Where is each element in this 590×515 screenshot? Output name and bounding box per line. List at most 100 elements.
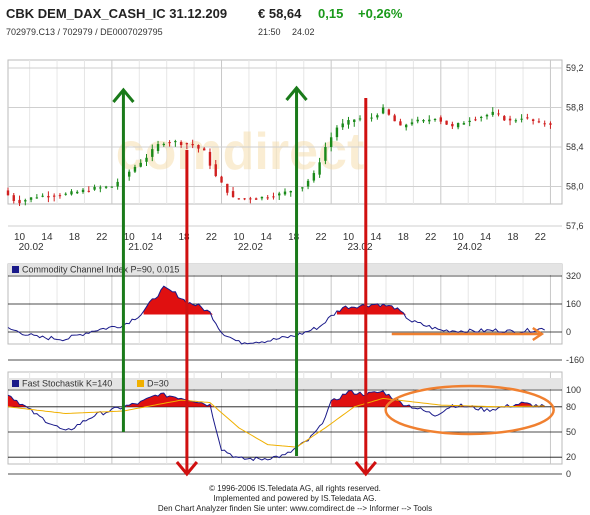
x-hour-tick-label: 18 xyxy=(507,232,519,243)
candle-body xyxy=(353,119,356,122)
candle-body xyxy=(185,143,189,145)
legend-band xyxy=(8,264,562,275)
candle-body xyxy=(289,191,292,193)
sell-arrow-2-head xyxy=(354,461,377,477)
panel-frame xyxy=(7,59,563,205)
y-tick-label: 57,6 xyxy=(566,221,584,231)
powered-by-text: Implemented and powered by IS.Teledata A… xyxy=(213,494,377,503)
x-hour-tick-label: 10 xyxy=(233,232,245,243)
candle-body xyxy=(526,117,529,119)
candle-body xyxy=(237,198,241,200)
panel-frame xyxy=(7,371,563,465)
sell-arrow-1-head xyxy=(175,461,199,477)
x-hour-tick-label: 22 xyxy=(206,232,218,243)
x-date-tick-label: 20.02 xyxy=(19,242,44,253)
y-tick-label: 0 xyxy=(566,327,571,337)
candle-body xyxy=(306,180,310,187)
annotations-layer xyxy=(112,85,555,477)
y-tick-label: 50 xyxy=(566,427,576,437)
candle-body xyxy=(179,142,183,145)
candle-body xyxy=(254,198,258,200)
candle-body xyxy=(231,191,235,198)
price-panel: 59,2 58,8 58,4 58,0 57,6 10 14 18 22 10 14 18 22 10 14… xyxy=(6,63,584,253)
x-hour-tick-label: 14 xyxy=(480,232,492,243)
x-hour-tick-label: 18 xyxy=(178,232,190,243)
candle-body xyxy=(537,121,541,123)
candle-body xyxy=(226,183,229,193)
candle-body xyxy=(18,199,21,204)
chart-header: CBK DEM_DAX_CASH_IC 31.12.209 € 58,64 0,… xyxy=(0,0,590,44)
candle-body xyxy=(24,200,27,202)
candle-body xyxy=(208,151,212,166)
y-tick-label: 59,2 xyxy=(566,63,584,73)
candle-body xyxy=(433,119,437,121)
candle-body xyxy=(260,196,264,199)
candle-body xyxy=(116,181,119,187)
candle-body xyxy=(249,198,252,200)
candle-body xyxy=(341,123,344,128)
candle-body xyxy=(214,164,217,176)
y-tick-label: 58,0 xyxy=(566,182,584,192)
candle-body xyxy=(47,195,50,198)
y-tick-label: 58,4 xyxy=(566,142,584,152)
y-tick-label: 80 xyxy=(566,402,576,412)
overbought-fill xyxy=(143,286,407,315)
candle-body xyxy=(456,123,460,128)
y-tick-label: 0 xyxy=(566,469,571,479)
candle-body xyxy=(12,195,15,201)
x-hour-tick-label: 10 xyxy=(14,232,26,243)
trend-arrow-head xyxy=(532,326,545,342)
candle-body xyxy=(491,111,494,115)
candle-body xyxy=(35,197,39,199)
buy-arrow-2-head xyxy=(285,85,308,101)
buy-arrow-1-head xyxy=(112,87,135,103)
x-hour-tick-label: 18 xyxy=(398,232,410,243)
candle-body xyxy=(133,166,137,172)
candle-body xyxy=(266,197,269,199)
candle-body xyxy=(272,196,275,198)
candle-body xyxy=(139,162,142,167)
candle-body xyxy=(451,123,454,127)
candle-body xyxy=(203,148,206,151)
candle-body xyxy=(503,116,506,121)
candle-body xyxy=(110,186,114,188)
x-hour-tick-label: 22 xyxy=(535,232,547,243)
y-tick-label: 320 xyxy=(566,271,581,281)
y-tick-label: 20 xyxy=(566,452,576,462)
candle-body xyxy=(543,123,546,125)
copyright-text: © 1996-2006 IS.Teledata AG, all rights r… xyxy=(209,484,381,493)
candle-body xyxy=(64,193,67,195)
candle-body xyxy=(404,124,408,128)
x-hour-tick-label: 14 xyxy=(151,232,163,243)
candle-body xyxy=(393,115,396,122)
legend-swatch xyxy=(137,380,144,387)
candle-body xyxy=(376,115,379,118)
tools-link-text[interactable]: Den Chart Analyzer finden Sie unter: www… xyxy=(157,504,433,513)
candle-body xyxy=(52,195,56,197)
candle-body xyxy=(156,144,160,151)
x-hour-tick-label: 10 xyxy=(124,232,136,243)
candle-body xyxy=(151,149,154,157)
candle-body xyxy=(468,120,471,122)
price-change-percent: +0,26% xyxy=(358,6,403,21)
x-hour-tick-label: 22 xyxy=(96,232,108,243)
quote-time: 21:50 xyxy=(258,27,281,37)
candle-body xyxy=(145,157,148,162)
price-change: 0,15 xyxy=(318,6,344,21)
candle-body xyxy=(329,137,333,147)
candle-body xyxy=(324,147,327,161)
candle-body xyxy=(162,143,166,146)
candle-body xyxy=(174,141,177,143)
cci-panel: 320 160 0 -160 Commodity Channel Index P=90,… xyxy=(7,264,584,365)
candle-body xyxy=(531,119,535,121)
legend-label: Fast Stochastik K=140 xyxy=(22,379,112,389)
candle-body xyxy=(381,107,385,114)
candle-body xyxy=(41,195,44,197)
overbought-fill xyxy=(8,390,545,407)
x-date-tick-label: 24.02 xyxy=(457,242,482,253)
instrument-title: CBK DEM_DAX_CASH_IC 31.12.209 xyxy=(6,6,228,21)
last-price: € 58,64 xyxy=(258,6,302,21)
highlight-ellipse xyxy=(384,384,555,436)
candle-body xyxy=(168,142,171,144)
y-tick-label: 160 xyxy=(566,299,581,309)
